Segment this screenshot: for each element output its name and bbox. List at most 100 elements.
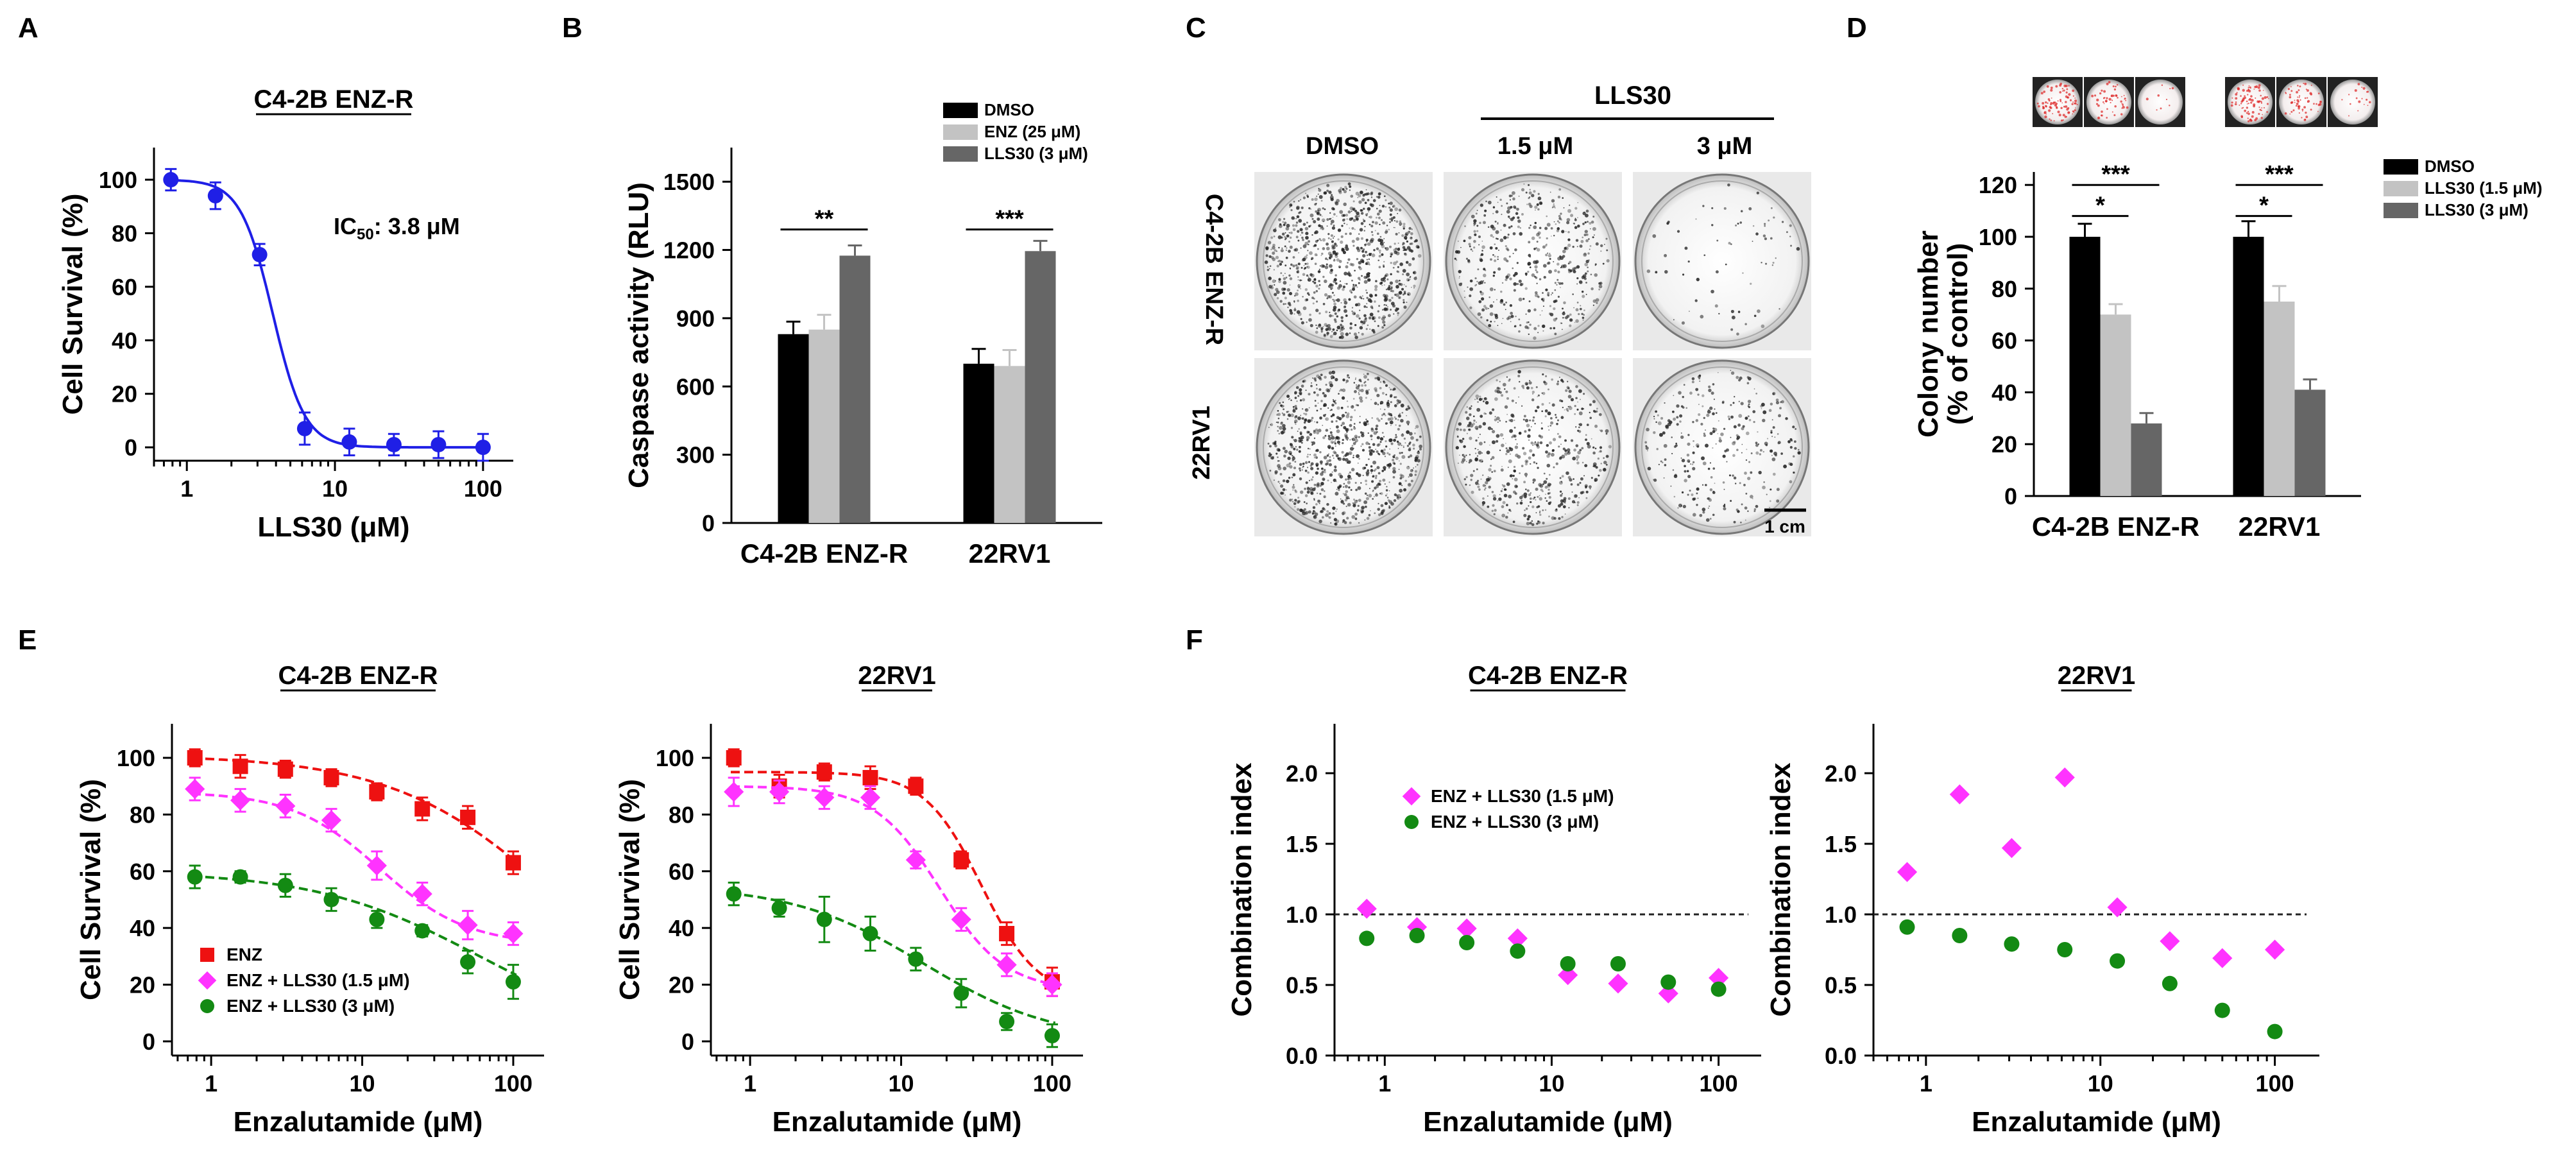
colony [1518,297,1523,302]
colony [1541,403,1544,406]
well-colony [2057,110,2060,114]
colony [1646,450,1648,452]
colony [1318,429,1322,432]
colony [1334,442,1336,445]
colony [1458,270,1462,273]
colony [1329,195,1334,200]
colony [1363,422,1367,427]
colony [1387,412,1391,416]
colony [1524,325,1528,329]
colony [1514,426,1516,429]
colony [1301,384,1304,388]
colony [1397,271,1400,273]
colony [1331,413,1335,416]
colony [1327,259,1329,261]
colony [1673,395,1675,397]
colony [1352,502,1354,504]
colony [1316,393,1319,397]
colony [1332,250,1336,254]
x-tick-label: 1 [1920,1070,1932,1097]
y-tick-label: 60 [130,859,155,885]
well-colony [2242,89,2245,92]
colony [1321,516,1324,519]
colony [1305,235,1309,240]
colony [1515,315,1517,318]
colony [1502,318,1504,320]
colony [1382,264,1385,267]
data-point [187,869,203,885]
colony [1707,497,1710,501]
colony [1489,312,1494,316]
colony [1728,474,1731,477]
colony [1557,282,1559,284]
colony [1553,466,1555,468]
colony [1352,200,1355,203]
colony [1415,438,1419,441]
well-colony [2261,107,2263,109]
colony [1342,458,1345,461]
colony [1501,513,1506,518]
colony [1582,295,1585,298]
colony [1577,450,1581,455]
well-colony [2050,103,2052,106]
colony [1340,424,1343,427]
colony [1372,443,1376,446]
legend-label: ENZ + LLS30 (3 μM) [1431,812,1599,832]
colony [1500,468,1504,472]
well-colony [2038,105,2040,108]
well-colony [2099,92,2102,95]
colony [1359,396,1363,400]
colony [1490,320,1492,323]
colony [1277,413,1281,416]
colony [1748,207,1752,210]
colony [1727,183,1730,187]
colony-plate [1444,358,1622,536]
colony [1307,454,1309,456]
colony [1346,497,1348,499]
colony [1512,474,1515,477]
colony [1564,452,1568,456]
colony [1307,447,1309,450]
well-colony [2120,113,2123,116]
well-colony [2059,83,2062,87]
colony [1336,508,1338,510]
colony [1406,430,1410,434]
well-colony [2065,91,2068,94]
plate-rim [1452,180,1614,342]
colony [1320,481,1324,486]
data-point [2057,942,2073,957]
colony [1665,424,1669,429]
colony [1469,459,1472,463]
colony [1282,447,1286,450]
colony [1410,236,1413,240]
colony [1545,253,1548,257]
colony [1770,402,1773,406]
y-tick-label: 1.5 [1825,831,1857,857]
well-colony [2061,90,2063,92]
colony [1325,429,1329,432]
colony [1349,447,1354,451]
colony [1381,470,1384,472]
colony [1340,327,1345,331]
colony [1283,405,1285,407]
colony [1382,221,1386,225]
colony [1316,431,1320,435]
colony [1297,279,1299,281]
colony [1525,313,1527,315]
colony [1546,215,1548,218]
colony [1465,416,1470,420]
colony [1531,520,1533,522]
well-colony [2294,101,2296,103]
colony [1681,321,1685,325]
well-colony [2361,86,2363,89]
colony [1592,465,1594,467]
colony [1297,230,1300,233]
colony [1539,484,1544,488]
colony [1531,523,1535,526]
colony [1734,483,1737,484]
colony [1469,294,1472,298]
colony [1566,221,1570,225]
colony [1275,255,1279,259]
colony [1491,408,1495,411]
